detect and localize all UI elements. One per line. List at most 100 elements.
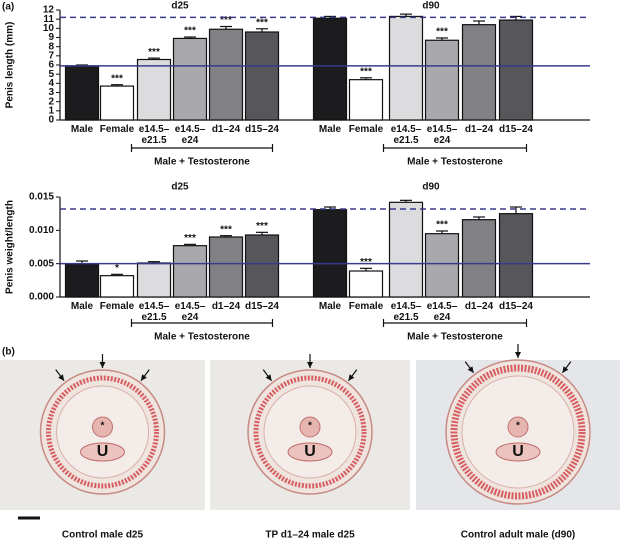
urethra-core [507, 416, 529, 438]
error-bar [473, 20, 485, 25]
error-bar [111, 84, 123, 87]
x-tick-label: e14.5– e21.5 [391, 301, 422, 323]
y-tick-label: 12 [43, 5, 55, 16]
y-tick-label: 4 [48, 78, 54, 89]
x-tick-label: d15–24 [245, 301, 279, 312]
arrow-head [348, 374, 355, 381]
y-tick-label: 6 [48, 60, 54, 71]
urethra [495, 442, 541, 462]
x-tick-label: e14.5– e21.5 [139, 124, 170, 146]
significance-label: *** [220, 224, 232, 235]
x-tick-label: Female [100, 301, 135, 312]
error-bar [473, 216, 485, 220]
significance-label: *** [220, 15, 232, 26]
image-mark: U [97, 443, 109, 460]
y-axis-label: Penis weight/length [5, 200, 16, 294]
x-tick-label: e14.5– e21.5 [391, 124, 422, 146]
y-tick-label: 0 [48, 115, 54, 126]
bar [244, 234, 280, 298]
significance-label: *** [360, 66, 372, 77]
y-tick-label: 0.015 [29, 192, 54, 203]
arrow-head [265, 374, 272, 381]
x-tick-label: Female [349, 124, 384, 135]
bar [312, 17, 348, 121]
bar [64, 65, 100, 121]
significance-label: * [115, 263, 119, 274]
bar [136, 262, 172, 298]
bar [244, 31, 280, 121]
error-bar [184, 36, 196, 39]
error-bar [148, 57, 160, 60]
significance-label: *** [256, 221, 268, 232]
x-tick-label: Female [100, 124, 135, 135]
error-bar [148, 261, 160, 263]
bar [99, 85, 135, 121]
urethra [80, 442, 125, 462]
x-tick-label: e14.5– e24 [427, 301, 458, 323]
micrograph: *U [0, 354, 205, 510]
bar [64, 263, 100, 298]
arrow-head [99, 362, 106, 368]
x-tick-label: d15–24 [499, 124, 533, 135]
y-tick-label: 11 [43, 14, 54, 25]
y-tick-label: 5 [48, 69, 54, 80]
bar [424, 233, 460, 298]
panel-title: d25 [171, 182, 189, 193]
arrow-head [515, 352, 521, 358]
urethra-core [92, 416, 113, 438]
error-bar [220, 25, 232, 30]
x-tick-label: e14.5– e24 [427, 124, 458, 146]
bar [388, 15, 424, 121]
x-tick-label: d1–24 [212, 301, 241, 312]
error-bar [436, 37, 448, 41]
micrograph: *U [416, 344, 620, 510]
y-tick-label: 8 [48, 41, 54, 52]
panel-title: d25 [171, 1, 189, 12]
image-caption: TP d1–24 male d25 [265, 530, 355, 541]
y-tick-label: 7 [48, 50, 54, 61]
y-tick-label: 0.000 [29, 292, 54, 303]
x-tick-label: d1–24 [465, 301, 494, 312]
image-caption: Control adult male (d90) [461, 530, 575, 541]
bar [388, 201, 424, 298]
x-tick-label: Male [71, 301, 94, 312]
y-tick-label: 0.010 [29, 225, 54, 236]
arrow-head [58, 374, 65, 381]
x-tick-label: e14.5– e24 [175, 301, 206, 323]
significance-label: *** [360, 257, 372, 268]
x-tick-label: d15–24 [245, 124, 279, 135]
error-bar [400, 13, 412, 17]
y-tick-label: 2 [48, 96, 54, 107]
panel-title: d90 [422, 182, 440, 193]
arrow-head [562, 366, 569, 373]
group-bracket [130, 144, 274, 152]
x-tick-label: Male [319, 301, 342, 312]
significance-label: *** [184, 233, 196, 244]
bar [461, 219, 497, 298]
error-bar [256, 231, 268, 235]
error-bar [510, 206, 522, 214]
bar [461, 24, 497, 121]
panel-label: (b) [2, 347, 15, 358]
significance-label: *** [436, 220, 448, 231]
significance-label: *** [148, 47, 160, 58]
error-bar [360, 267, 372, 271]
bar [208, 28, 244, 121]
y-tick-label: 1 [48, 105, 54, 116]
y-tick-label: 0.005 [29, 258, 54, 269]
image-mark: * [101, 421, 105, 432]
significance-label: *** [184, 26, 196, 37]
bar [312, 209, 348, 298]
error-bar [220, 235, 232, 237]
error-bar [400, 199, 412, 203]
error-bar [111, 273, 123, 276]
arrow-head [307, 362, 313, 368]
x-tick-label: Female [349, 301, 384, 312]
bar [208, 236, 244, 298]
bar [172, 37, 208, 121]
significance-label: *** [436, 27, 448, 38]
x-tick-label: d1–24 [465, 124, 494, 135]
x-tick-label: Male [71, 124, 94, 135]
group-label: Male + Testosterone [154, 332, 250, 343]
y-tick-label: 9 [48, 32, 54, 43]
